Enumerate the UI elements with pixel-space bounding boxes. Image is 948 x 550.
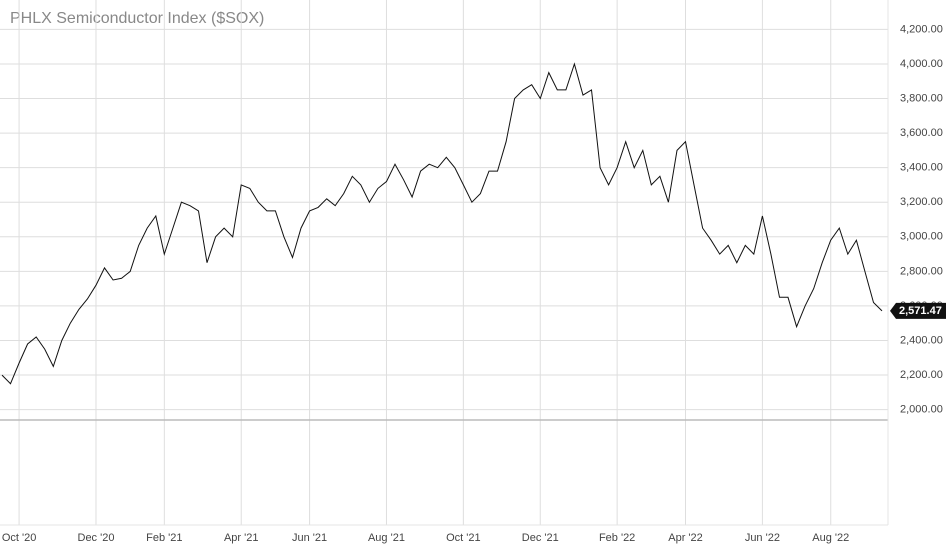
y-tick-label: 3,600.00 [900,127,943,139]
y-tick-label: 4,000.00 [900,58,943,70]
y-tick-label: 4,200.00 [900,23,943,35]
x-tick-label: Dec '20 [78,532,115,544]
y-tick-label: 3,000.00 [900,231,943,243]
y-tick-label: 2,400.00 [900,334,943,346]
y-tick-label: 2,800.00 [900,265,943,277]
x-tick-label: Feb '21 [146,532,182,544]
x-tick-label: Oct '20 [2,532,37,544]
y-tick-label: 3,400.00 [900,162,943,174]
x-tick-label: Aug '21 [368,532,405,544]
chart-title: PHLX Semiconductor Index ($SOX) [10,10,264,27]
x-tick-label: Apr '21 [224,532,259,544]
last-value-tag [890,302,946,319]
y-tick-label: 2,000.00 [900,404,943,416]
y-tick-label: 3,200.00 [900,196,943,208]
x-tick-label: Dec '21 [522,532,559,544]
x-tick-label: Apr '22 [668,532,703,544]
price-line [1,62,883,385]
x-tick-label: Aug '22 [812,532,849,544]
y-tick-label: 2,200.00 [900,369,943,381]
x-tick-label: Jun '21 [292,532,327,544]
x-tick-label: Feb '22 [599,532,635,544]
last-value-label: 2,571.47 [899,305,942,317]
y-tick-label: 3,800.00 [900,92,943,104]
x-tick-label: Jun '22 [745,532,780,544]
x-tick-label: Oct '21 [446,532,481,544]
